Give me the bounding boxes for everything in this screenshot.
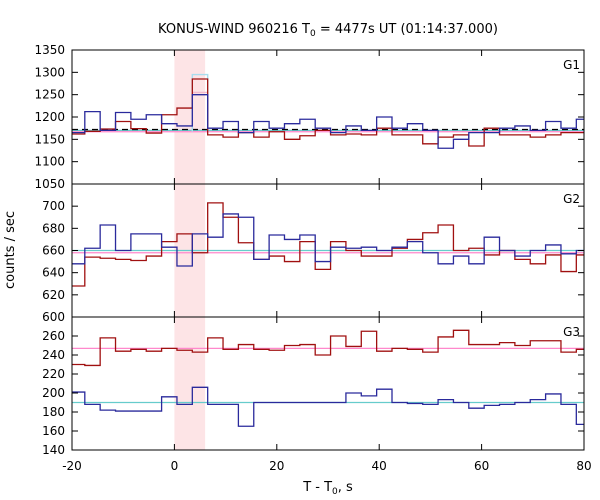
y-tick-label: 260: [42, 329, 65, 343]
y-tick-label: 220: [42, 367, 65, 381]
y-tick-label: 700: [42, 199, 65, 213]
x-axis-label: T - T0, s: [302, 480, 353, 497]
series-red-histogram: [72, 329, 584, 367]
y-tick-label: 1150: [34, 132, 65, 146]
y-tick-label: 660: [42, 244, 65, 258]
y-tick-label: 620: [42, 288, 65, 302]
y-axis-label: counts / sec: [3, 211, 18, 289]
y-tick-label: 160: [42, 424, 65, 438]
y-tick-label: 640: [42, 266, 65, 280]
panel-label: G2: [563, 192, 580, 206]
y-tick-label: 240: [42, 348, 65, 362]
y-tick-label: 140: [42, 443, 65, 457]
title-subscript: 0: [310, 29, 316, 39]
title-rest: = 4477s UT (01:14:37.000): [316, 22, 498, 37]
series-red-histogram: [72, 202, 584, 287]
y-tick-label: 1350: [34, 43, 65, 57]
y-tick-label: 180: [42, 405, 65, 419]
panels: 1050110011501200125013001350G16006206406…: [34, 43, 585, 457]
x-axis: -20 0 20 40 60 80: [62, 459, 591, 473]
x-tick-label: -20: [62, 459, 82, 473]
y-tick-label: 1250: [34, 88, 65, 102]
y-tick-label: 1100: [34, 155, 65, 169]
x-axis-label-rest: , s: [338, 480, 353, 495]
panel-label: G1: [563, 58, 580, 72]
panel-g3: 140 160 180 200 220 240 260 G3: [42, 316, 585, 457]
y-tick-label: 200: [42, 386, 65, 400]
x-tick-label: 40: [372, 459, 387, 473]
y-tick-label: 600: [42, 310, 65, 324]
chart-title: KONUS-WIND 960216 T0 = 4477s UT (01:14:3…: [158, 22, 498, 39]
panel-frame: [71, 316, 585, 451]
panel-g1: 1050 1100 1150 1200 1250 1300 1350 G1: [34, 43, 585, 191]
y-tick-label: 1050: [34, 177, 65, 191]
x-axis-label-main: T - T: [302, 480, 332, 495]
title-main: KONUS-WIND 960216 T: [158, 22, 310, 37]
x-tick-label: 20: [269, 459, 284, 473]
panel-g2: 600 620 640 660 680 700 G2: [42, 183, 585, 324]
y-tick-label: 1200: [34, 110, 65, 124]
x-tick-label: 0: [171, 459, 179, 473]
series-blue-histogram: [72, 94, 584, 149]
x-tick-label: 80: [576, 459, 591, 473]
panel-frame: [71, 49, 585, 185]
series-red-histogram: [72, 78, 584, 147]
y-tick-label: 680: [42, 221, 65, 235]
series-blue-histogram: [72, 213, 584, 267]
series-blue-histogram: [72, 386, 584, 427]
x-axis-label-subscript: 0: [332, 487, 338, 497]
y-tick-label: 1300: [34, 65, 65, 79]
panel-label: G3: [563, 325, 580, 339]
svg-text:KONUS-WIND 960216 T0 = 4477s U: KONUS-WIND 960216 T0 = 4477s UT (01:14:3…: [158, 22, 498, 39]
x-tick-label: 60: [474, 459, 489, 473]
